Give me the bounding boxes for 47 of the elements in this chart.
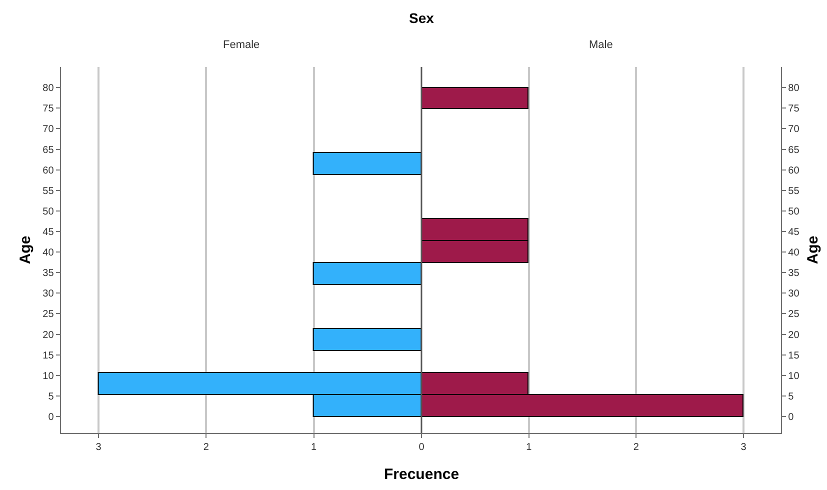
y-tick-label: 55 [788, 186, 800, 197]
y-tick-label: 40 [788, 248, 800, 259]
x-tick-label: 2 [203, 442, 210, 453]
y-tick-label: 30 [788, 288, 800, 300]
y-tick-label: 15 [42, 350, 54, 362]
y-tick-label: 80 [42, 83, 54, 94]
x-tick-label: 3 [96, 442, 102, 453]
y-tick-label: 70 [42, 124, 54, 136]
x-axis-title: Frecuence [384, 466, 460, 483]
y-tick-label: 70 [788, 124, 800, 136]
y-tick-label: 0 [48, 412, 54, 424]
y-tick-label: 60 [788, 165, 800, 176]
y-tick-label: 20 [788, 330, 800, 341]
y-tick-label: 45 [42, 226, 54, 238]
y-axis-title: Age [16, 236, 34, 264]
x-tick-label: 3 [740, 442, 747, 453]
y-tick-label: 35 [788, 268, 800, 280]
x-tick-label: 2 [633, 442, 640, 453]
y-tick-label: 5 [788, 391, 794, 402]
y-axis-title: Age [804, 236, 822, 264]
y-tick-label: 5 [48, 391, 54, 402]
y-tick-label: 55 [42, 186, 54, 197]
y-tick-label: 15 [788, 350, 800, 362]
x-tick-label: 1 [311, 442, 318, 453]
y-tick-label: 50 [42, 206, 54, 218]
y-tick-label: 75 [42, 104, 54, 115]
y-tick-label: 50 [788, 206, 800, 218]
y-tick-label: 25 [788, 309, 800, 320]
y-tick-label: 0 [788, 412, 794, 424]
y-tick-label: 30 [42, 288, 54, 300]
y-tick-label: 35 [42, 268, 54, 280]
text: Sex [409, 10, 434, 26]
y-tick-label: 45 [788, 226, 800, 238]
chart-title: Female [223, 39, 260, 51]
y-tick-label: 20 [42, 330, 54, 341]
y-tick-label: 10 [42, 370, 54, 382]
y-tick-label: 60 [42, 165, 54, 176]
x-tick-label: 0 [418, 442, 425, 453]
y-tick-label: 10 [788, 370, 800, 382]
y-tick-label: 65 [788, 144, 800, 156]
x-tick-label: 1 [526, 442, 532, 453]
y-tick-label: 80 [788, 83, 800, 94]
y-tick-label: 25 [42, 309, 54, 320]
y-tick-label: 40 [42, 248, 54, 259]
y-tick-label: 65 [42, 144, 54, 156]
chart-title: Male [589, 39, 613, 51]
y-tick-label: 75 [788, 104, 800, 115]
